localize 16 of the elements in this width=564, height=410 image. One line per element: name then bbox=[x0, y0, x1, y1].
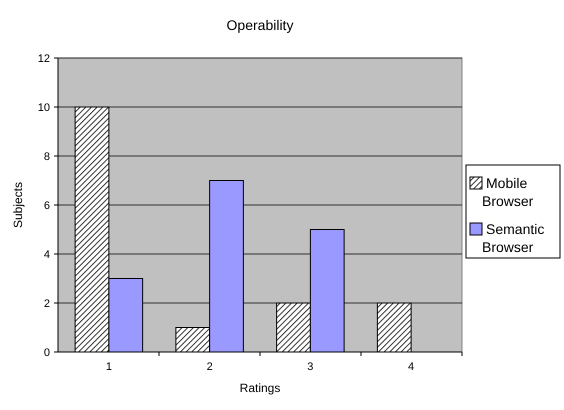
legend-label: Mobile Browser bbox=[482, 175, 534, 209]
y-tick-label: 0 bbox=[44, 346, 50, 359]
x-axis-title: Ratings bbox=[240, 381, 280, 395]
y-tick-label: 4 bbox=[44, 248, 50, 261]
y-tick-label: 2 bbox=[44, 298, 50, 310]
y-tick-label: 10 bbox=[38, 102, 50, 114]
legend-label: Semantic Browser bbox=[482, 221, 544, 255]
chart-title: Operability bbox=[226, 17, 294, 33]
y-tick-label: 6 bbox=[44, 200, 50, 212]
x-tick-label: 1 bbox=[106, 361, 112, 373]
x-tick-label: 3 bbox=[307, 361, 314, 373]
x-tick-label: 4 bbox=[408, 361, 414, 373]
y-axis-title: Subjects bbox=[11, 182, 25, 228]
y-tick-label: 8 bbox=[44, 150, 50, 163]
y-tick-label: 12 bbox=[38, 52, 50, 65]
x-tick-label: 2 bbox=[206, 361, 213, 373]
